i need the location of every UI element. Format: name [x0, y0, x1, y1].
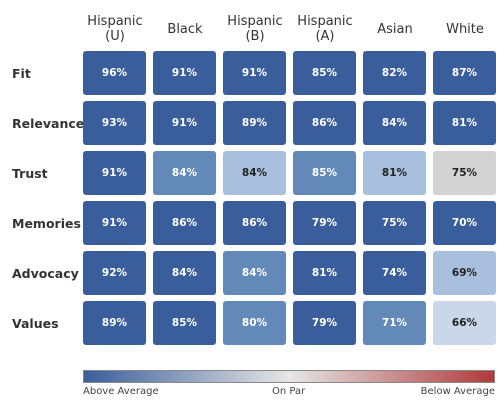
heatmap-cell: 96% — [83, 51, 146, 95]
row-label: Memories — [12, 215, 81, 231]
heatmap-cell: 79% — [293, 201, 356, 245]
heatmap-cell: 85% — [293, 51, 356, 95]
heatmap-cell: 86% — [293, 101, 356, 145]
heatmap-cell: 66% — [433, 301, 496, 345]
heatmap-cell: 79% — [293, 301, 356, 345]
row-label: Fit — [12, 65, 31, 81]
heatmap-cell: 82% — [363, 51, 426, 95]
legend-label-below-average: Below Average — [420, 386, 495, 397]
heatmap-cell: 91% — [153, 51, 216, 95]
heatmap-cell: 80% — [223, 301, 286, 345]
heatmap-cell: 87% — [433, 51, 496, 95]
heatmap-cell: 84% — [153, 151, 216, 195]
row-label: Relevance — [12, 115, 85, 131]
heatmap-cell: 93% — [83, 101, 146, 145]
column-header: Hispanic (A) — [297, 14, 353, 44]
row-label: Advocacy — [12, 265, 79, 281]
heatmap-cell: 84% — [223, 251, 286, 295]
column-header: Hispanic (B) — [227, 14, 283, 44]
legend-label-above-average: Above Average — [83, 386, 159, 397]
heatmap-cell: 86% — [153, 201, 216, 245]
heatmap-cell: 85% — [293, 151, 356, 195]
heatmap-cell: 81% — [363, 151, 426, 195]
heatmap-cell: 91% — [83, 201, 146, 245]
heatmap-cell: 75% — [433, 151, 496, 195]
heatmap-cell: 75% — [363, 201, 426, 245]
heatmap-cell: 85% — [153, 301, 216, 345]
heatmap-cell: 84% — [363, 101, 426, 145]
legend-gradient-bar — [83, 370, 495, 383]
heatmap-cell: 81% — [433, 101, 496, 145]
column-header: White — [446, 21, 484, 37]
heatmap-cell: 86% — [223, 201, 286, 245]
heatmap-cell: 70% — [433, 201, 496, 245]
row-label: Values — [12, 315, 59, 331]
heatmap-cell: 91% — [83, 151, 146, 195]
heatmap-cell: 89% — [83, 301, 146, 345]
heatmap-cell: 81% — [293, 251, 356, 295]
heatmap-cell: 84% — [153, 251, 216, 295]
heatmap-cell: 92% — [83, 251, 146, 295]
heatmap-cell: 69% — [433, 251, 496, 295]
heatmap-cell: 74% — [363, 251, 426, 295]
row-label: Trust — [12, 165, 48, 181]
column-header: Hispanic (U) — [87, 14, 143, 44]
column-header: Asian — [377, 21, 413, 37]
heatmap-cell: 91% — [153, 101, 216, 145]
heatmap-cell: 71% — [363, 301, 426, 345]
legend-label-on-par: On Par — [272, 386, 306, 397]
heatmap-cell: 84% — [223, 151, 286, 195]
column-header: Black — [167, 21, 203, 37]
heatmap-cell: 91% — [223, 51, 286, 95]
heatmap-cell: 89% — [223, 101, 286, 145]
